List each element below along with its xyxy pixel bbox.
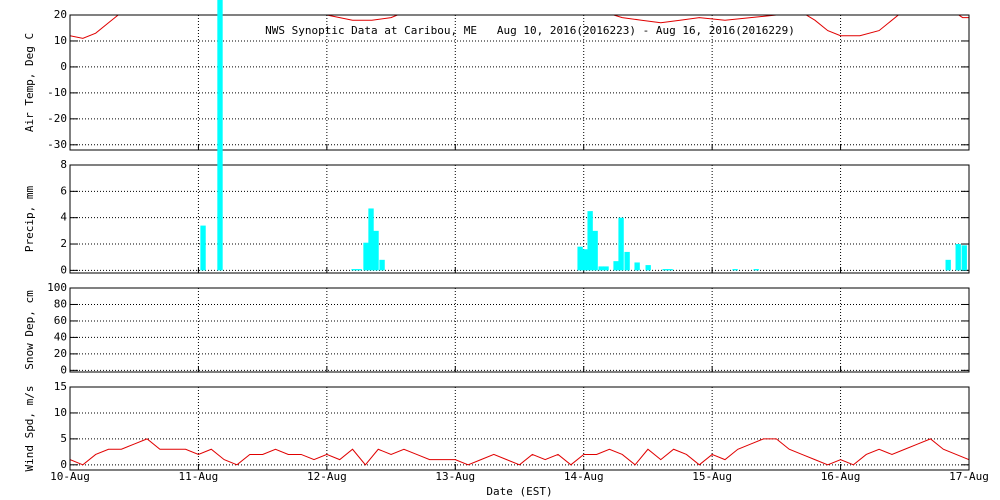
- plot-frame: [69, 164, 970, 274]
- y-tick-label: 15: [54, 380, 67, 393]
- y-tick-label: 10: [54, 406, 67, 419]
- bar: [592, 230, 598, 271]
- x-axis-label: Date (EST): [486, 485, 552, 498]
- bar: [598, 266, 604, 271]
- bar: [582, 249, 588, 271]
- y-axis-label: Precip, mm: [23, 186, 36, 253]
- bar: [577, 246, 583, 271]
- y-tick-label: 0: [60, 363, 67, 376]
- bar: [961, 245, 967, 271]
- plot-frame: [69, 386, 970, 471]
- y-tick-label: 0: [60, 60, 67, 73]
- y-tick-label: 4: [60, 211, 67, 224]
- y-axis-label: Snow Dep, cm: [23, 290, 36, 370]
- bar: [368, 208, 374, 271]
- bar: [955, 244, 961, 271]
- y-tick-label: 40: [54, 330, 67, 343]
- bar: [945, 259, 951, 271]
- chart-title: NWS Synoptic Data at Caribou, ME Aug 10,…: [265, 24, 795, 37]
- y-axis-label: Wind Spd, m/s: [23, 385, 36, 471]
- x-tick-label: 12-Aug: [307, 470, 347, 483]
- x-tick-label: 16-Aug: [821, 470, 861, 483]
- y-tick-label: 80: [54, 297, 67, 310]
- y-tick-label: 8: [60, 158, 67, 171]
- x-tick-label: 13-Aug: [435, 470, 475, 483]
- bar: [603, 266, 609, 271]
- plot-frame: [69, 14, 970, 151]
- x-tick-label: 15-Aug: [692, 470, 732, 483]
- y-tick-label: 2: [60, 237, 67, 250]
- x-tick-label: 11-Aug: [179, 470, 219, 483]
- y-tick-label: 20: [54, 8, 67, 21]
- bar: [379, 259, 385, 271]
- y-tick-label: -30: [47, 138, 67, 151]
- bar: [200, 225, 206, 271]
- y-tick-label: 0: [60, 263, 67, 276]
- y-tick-label: -20: [47, 112, 67, 125]
- x-tick-label: 17-Aug: [949, 470, 989, 483]
- bar: [634, 262, 640, 271]
- bar: [613, 261, 619, 271]
- plot-frame: [69, 287, 970, 373]
- bar: [645, 265, 651, 271]
- data-line: [70, 438, 969, 466]
- bar: [356, 269, 362, 271]
- bar: [753, 269, 759, 271]
- y-tick-label: 0: [60, 458, 67, 471]
- y-tick-label: 20: [54, 347, 67, 360]
- y-tick-label: 60: [54, 314, 67, 327]
- x-tick-label: 10-Aug: [50, 470, 90, 483]
- bar: [217, 0, 223, 271]
- y-tick-label: 6: [60, 184, 67, 197]
- bar: [732, 269, 738, 271]
- bar: [363, 242, 369, 271]
- y-tick-label: -10: [47, 86, 67, 99]
- bar: [662, 269, 668, 271]
- y-tick-label: 10: [54, 34, 67, 47]
- bar: [624, 251, 630, 271]
- data-line: [70, 15, 969, 39]
- bar: [618, 217, 624, 271]
- y-tick-label: 5: [60, 432, 67, 445]
- bar: [351, 269, 357, 271]
- bar: [373, 230, 379, 271]
- bar: [587, 211, 593, 271]
- y-axis-label: Air Temp, Deg C: [23, 33, 36, 132]
- x-tick-label: 14-Aug: [564, 470, 604, 483]
- y-tick-label: 100: [47, 281, 67, 294]
- bar: [667, 269, 673, 271]
